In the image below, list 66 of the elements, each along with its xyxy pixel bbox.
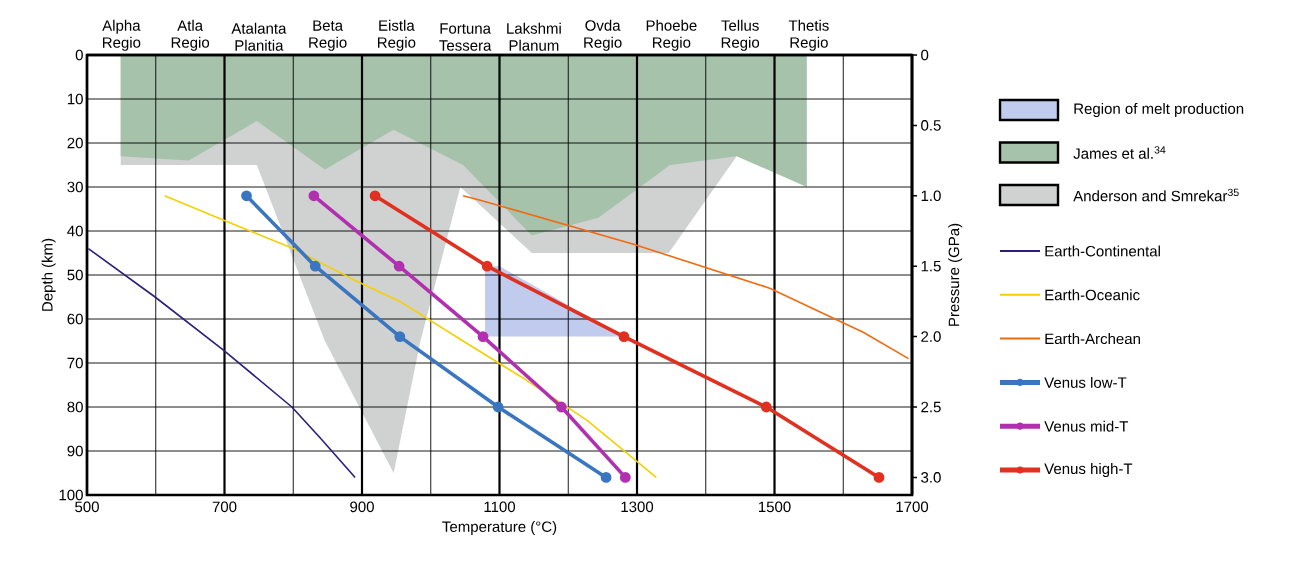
text: Ovda Regio [584, 19, 622, 51]
y-tick-label: 100 [59, 489, 83, 501]
line-series [163, 195, 658, 479]
y2-tick-label: 1.5 [921, 260, 941, 272]
x-axis-title: Temperature (°C) [442, 520, 557, 535]
x-tick-label: 1500 [758, 501, 791, 513]
y2-tick-label: 1.0 [921, 190, 941, 202]
x-tick-label: 500 [75, 501, 99, 513]
y-tick-label: 50 [67, 269, 83, 281]
point [369, 190, 381, 202]
y-tick-label: 0 [75, 49, 83, 61]
text: Thetis Regio [788, 19, 829, 51]
legend-label: Earth-Archean [1045, 333, 1140, 345]
y-tick-label: 10 [67, 93, 83, 105]
legend-label: Venus mid-T [1044, 420, 1129, 432]
text: Lakshmi Planum [507, 22, 561, 51]
x-tick-label: 900 [350, 501, 374, 513]
y2-tick-label: 2.5 [921, 401, 941, 413]
x-tick-label: 700 [212, 501, 237, 513]
text: Atla Regio [171, 19, 210, 51]
point [241, 190, 252, 202]
y2-tick-label: 0 [921, 49, 929, 61]
y-tick-label: 40 [67, 225, 83, 237]
legend-label: Region of melt production [1074, 103, 1244, 117]
y2-tick-label: 3.0 [921, 472, 941, 483]
point [394, 331, 406, 342]
x-tick-label: 1300 [621, 501, 654, 513]
legend-label: Earth-Continental [1045, 245, 1160, 257]
y-axis-title: Depth (km) [41, 238, 56, 311]
text: Eistla Regio [378, 19, 416, 51]
line-series [462, 195, 910, 360]
point [481, 260, 493, 272]
text: Tellus Regio [721, 19, 760, 51]
text: Atalanta Planitia [231, 22, 287, 51]
y2-tick-label: 2.0 [921, 331, 941, 342]
y-tick-label: 90 [67, 445, 83, 457]
y-tick-label: 20 [67, 137, 83, 149]
legend-label: Venus high-T [1044, 463, 1133, 477]
x-tick-label: 1100 [484, 501, 516, 513]
point [873, 472, 885, 483]
point [600, 472, 612, 483]
y2-tick-label: 0.5 [921, 120, 941, 131]
legend-label: Earth-Oceanic [1045, 289, 1140, 301]
x-tick-label: 1700 [896, 501, 929, 513]
legend-label: Venus low-T [1044, 376, 1127, 388]
text: Alpha Regio [102, 19, 141, 51]
text: Phoebe Regio [646, 19, 697, 51]
line-series [87, 247, 356, 479]
point [492, 401, 504, 413]
y-tick-label: 60 [67, 313, 83, 325]
text: Fortuna Tessera [439, 23, 492, 51]
text: Beta Regio [309, 20, 347, 51]
point [619, 472, 631, 483]
legend-label: James et al.$^{34}$ [1073, 146, 1166, 159]
point [760, 401, 772, 413]
y-tick-label: 80 [67, 401, 83, 413]
y2-axis-title: Pressure (GPa) [948, 223, 963, 326]
y-tick-label: 30 [67, 181, 83, 193]
point [393, 260, 405, 272]
point [309, 260, 321, 272]
y-tick-label: 70 [67, 357, 83, 369]
legend-label: Anderson and Smrekar$^{35}$ [1073, 188, 1239, 202]
point [477, 331, 489, 342]
point [555, 401, 567, 413]
point [308, 190, 320, 202]
point [618, 331, 630, 342]
